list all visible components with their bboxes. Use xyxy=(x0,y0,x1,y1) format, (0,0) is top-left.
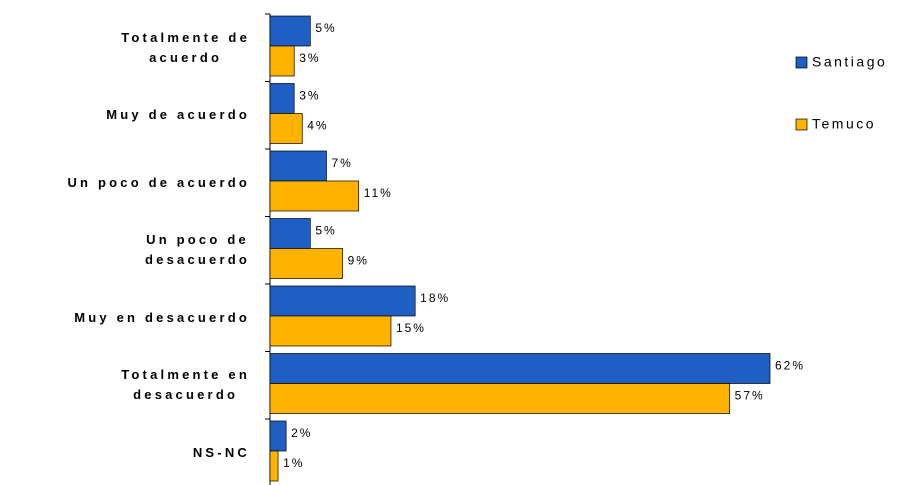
category-text: Un poco de desacuerdo xyxy=(145,232,250,268)
category-label: Muy en desacuerdo xyxy=(74,308,250,328)
bar xyxy=(269,420,287,452)
value-label: 3% xyxy=(299,89,320,103)
value-label: 5% xyxy=(315,224,336,238)
value-label: 7% xyxy=(331,156,352,170)
bar xyxy=(269,113,303,144)
value-label: 62% xyxy=(775,359,805,373)
legend-label: Santiago xyxy=(812,54,887,70)
category-text: Muy en desacuerdo xyxy=(74,309,250,325)
legend-swatch xyxy=(795,118,808,131)
bar xyxy=(269,353,771,384)
value-label: 15% xyxy=(396,321,426,335)
category-label: Muy de acuerdo xyxy=(106,105,250,125)
bar xyxy=(269,383,731,414)
category-text: NS-NC xyxy=(192,444,250,460)
bar xyxy=(269,45,295,77)
bar xyxy=(269,15,311,47)
value-label: 4% xyxy=(307,119,328,133)
category-label: Un poco de desacuerdo xyxy=(145,230,250,270)
bar xyxy=(269,450,279,482)
value-label: 9% xyxy=(348,254,369,268)
bar xyxy=(269,248,343,279)
value-label: 11% xyxy=(364,186,393,200)
value-label: 1% xyxy=(283,456,304,470)
category-label: Un poco de acuerdo xyxy=(67,173,250,193)
legend-label: Temuco xyxy=(812,116,876,132)
category-text: Totalmente en desacuerdo xyxy=(121,367,250,403)
category-label: NS-NC xyxy=(193,443,250,463)
category-text: Muy de acuerdo xyxy=(106,107,250,123)
bar xyxy=(269,285,416,317)
category-text: Un poco de acuerdo xyxy=(67,174,250,190)
bar xyxy=(269,150,327,182)
value-label: 3% xyxy=(299,51,320,65)
category-label: Totalmente de acuerdo xyxy=(121,28,250,68)
bar xyxy=(269,315,392,347)
value-label: 5% xyxy=(315,21,336,35)
category-label: Totalmente en desacuerdo xyxy=(121,365,250,405)
category-text: Totalmente de acuerdo xyxy=(121,29,250,65)
bar xyxy=(269,218,311,249)
legend-swatch xyxy=(795,56,808,69)
value-label: 57% xyxy=(735,389,765,403)
value-label: 2% xyxy=(291,426,312,440)
bar xyxy=(269,180,360,212)
bar xyxy=(269,83,295,114)
value-label: 18% xyxy=(420,291,450,305)
